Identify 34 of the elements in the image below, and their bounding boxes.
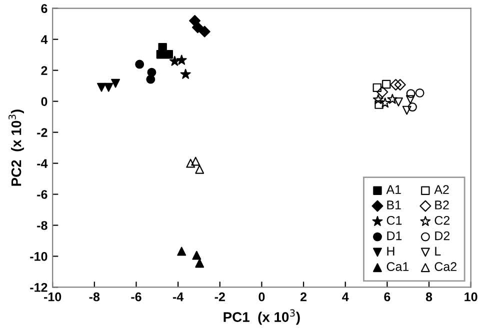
legend-label: Ca1 <box>386 262 409 272</box>
legend-label: D1 <box>387 231 402 240</box>
x-tick-label: 4 <box>342 292 349 302</box>
x-tick-label: 10 <box>464 292 478 302</box>
y-tick-label: -4 <box>37 159 48 168</box>
x-tick-label: 0 <box>258 292 265 302</box>
x-tick-label: 8 <box>426 292 432 302</box>
y-tick-label: -10 <box>30 252 48 261</box>
x-tick-label: -4 <box>172 292 184 302</box>
legend-label: B1 <box>387 200 401 210</box>
y-tick-label: 2 <box>41 66 48 75</box>
y-tick-label: 4 <box>40 35 48 44</box>
legend-label: A2 <box>434 185 449 194</box>
legend-label: H <box>387 246 394 256</box>
legend-label: D2 <box>435 231 450 240</box>
x-tick-label: 6 <box>384 292 390 302</box>
legend-label: B2 <box>435 200 449 210</box>
legend-label: C1 <box>386 216 402 225</box>
x-axis-title: PC1 (x 10$^{3}$) <box>224 309 300 325</box>
y-tick-label: -8 <box>37 221 48 230</box>
y-tick-label: 6 <box>41 4 48 13</box>
legend-label: Ca2 <box>434 262 456 272</box>
x-tick-label: 2 <box>300 292 307 302</box>
legend-label: C2 <box>434 216 450 225</box>
x-tick-label: -8 <box>89 292 100 302</box>
legend-label: L <box>435 246 441 256</box>
y-axis-title: PC2 (x 10$^{3}$) <box>8 110 24 186</box>
legend-label: A1 <box>386 185 401 194</box>
y-tick-label: 0 <box>41 97 48 106</box>
y-tick-label: -6 <box>37 190 48 199</box>
x-tick-label: -6 <box>131 292 142 302</box>
x-tick-label: -2 <box>214 292 225 302</box>
y-tick-label: -2 <box>37 128 48 137</box>
y-tick-label: -12 <box>30 283 48 292</box>
